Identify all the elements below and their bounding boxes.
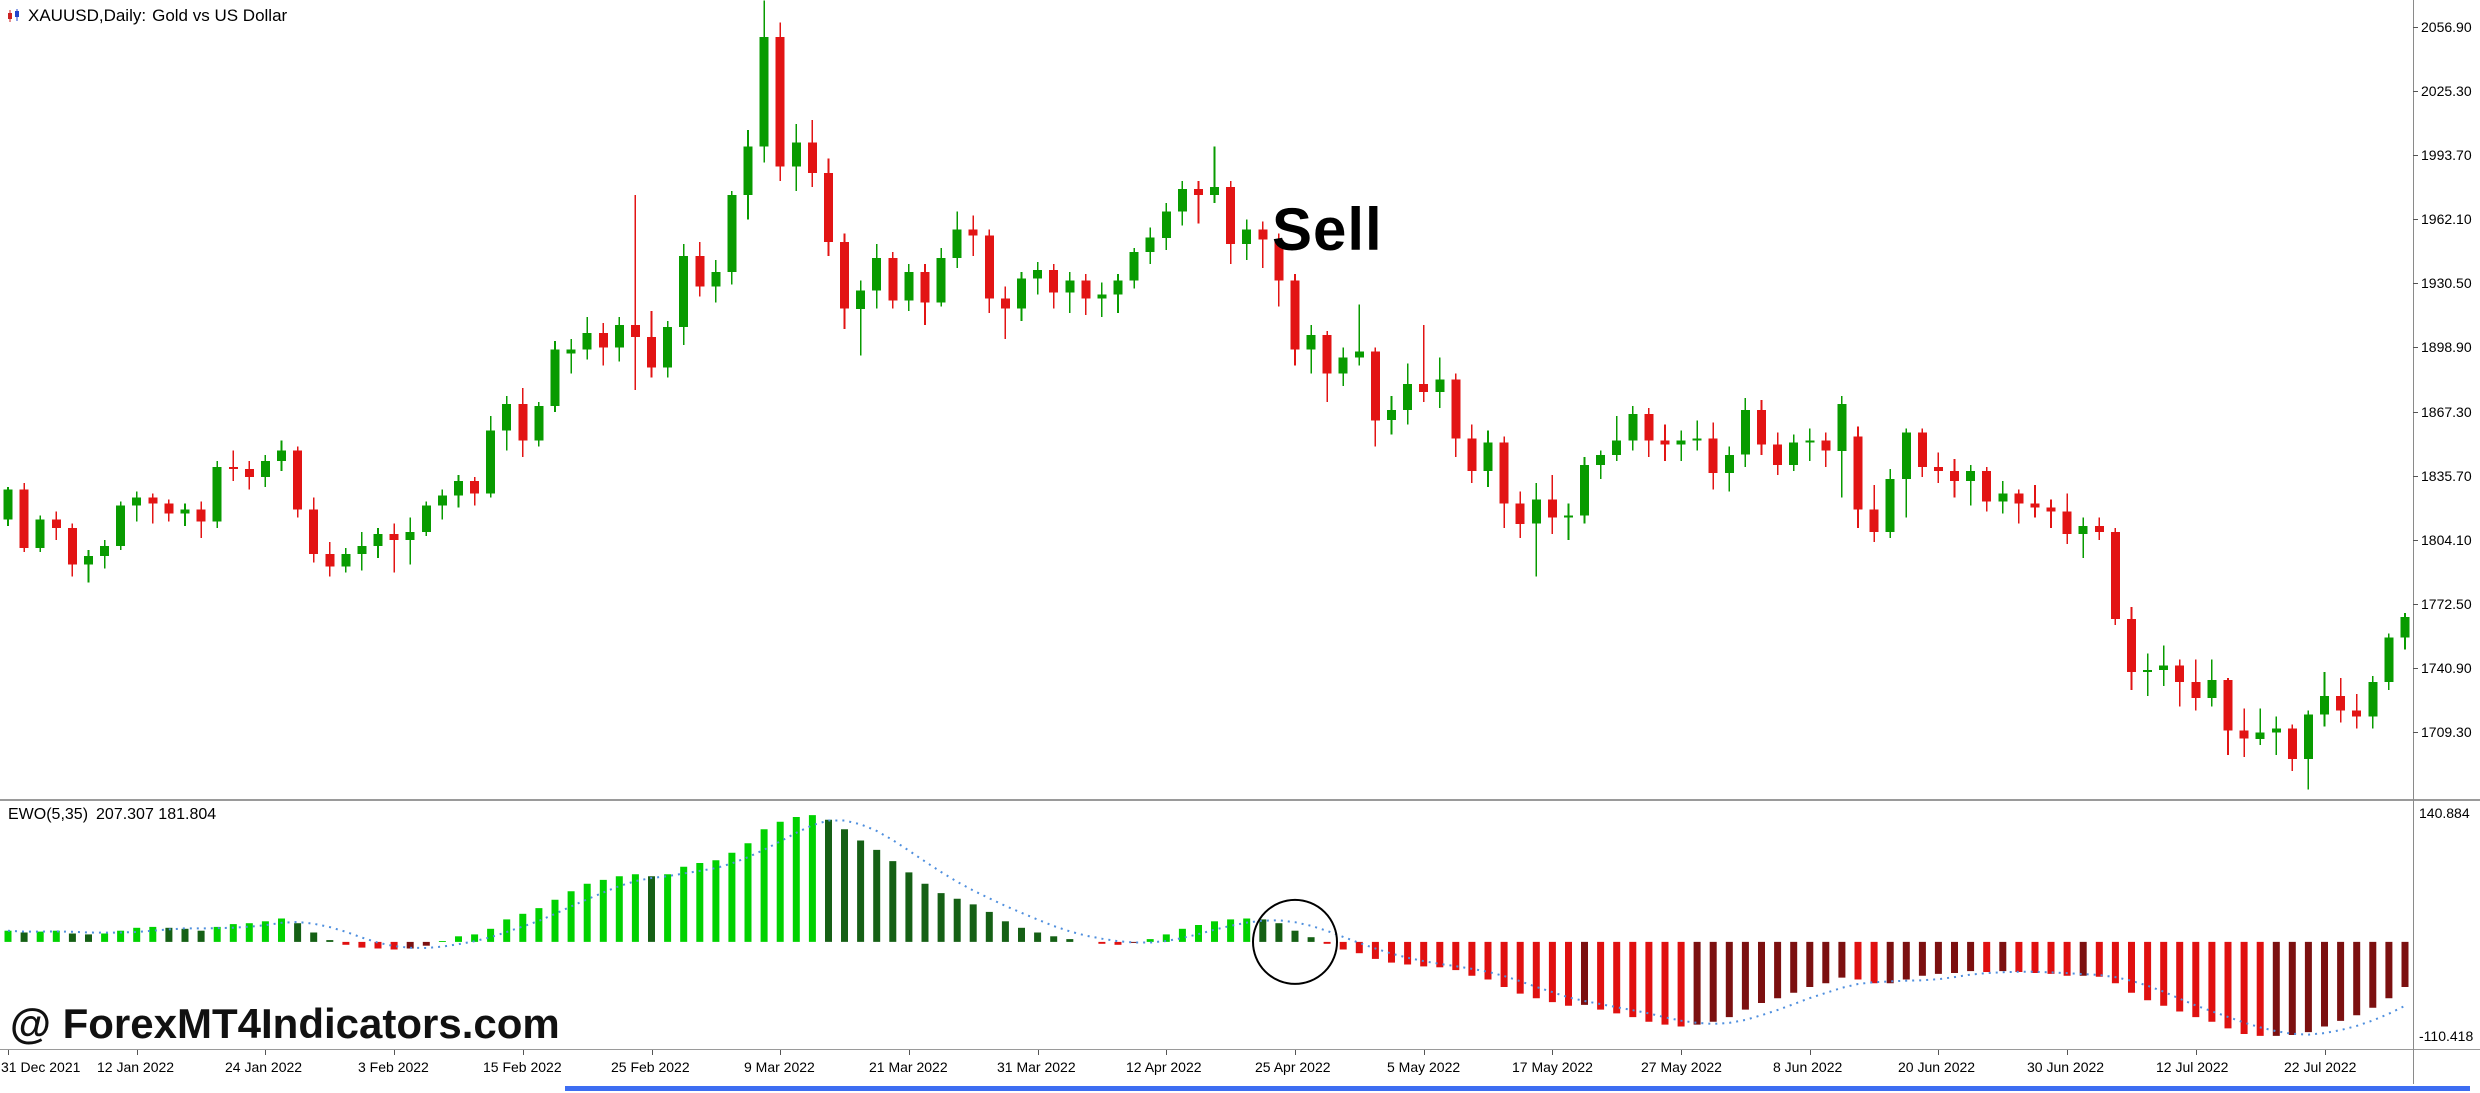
ewo-plot[interactable] — [0, 801, 2413, 1050]
panel-separator[interactable] — [0, 799, 2480, 801]
price-axis-label: 1835.70 — [2421, 468, 2472, 484]
indicator-values: 207.307 181.804 — [96, 806, 217, 823]
indicator-axis-max: 140.884 — [2419, 805, 2470, 821]
date-axis[interactable]: 31 Dec 2021 12 Jan 2022 24 Jan 2022 3 Feb 2… — [0, 1050, 2413, 1084]
date-axis-tick — [1938, 1050, 1939, 1055]
date-axis-tick — [1038, 1050, 1039, 1055]
date-axis-label: 12 Apr 2022 — [1126, 1059, 1202, 1075]
price-axis-label: 2056.90 — [2421, 19, 2472, 35]
price-axis[interactable]: 2056.90 2025.30 1993.70 1962.10 1930.50 1898.… — [2413, 0, 2480, 1084]
date-axis-label: 20 Jun 2022 — [1898, 1059, 1976, 1075]
date-axis-tick — [2067, 1050, 2068, 1055]
date-axis-tick — [1166, 1050, 1167, 1055]
date-axis-label: 12 Jul 2022 — [2156, 1059, 2229, 1075]
price-axis-tick — [2413, 668, 2418, 669]
date-axis-label: 25 Feb 2022 — [611, 1059, 690, 1075]
price-axis-tick — [2413, 476, 2418, 477]
symbol-description: Gold vs US Dollar — [152, 6, 288, 25]
date-axis-label: 8 Jun 2022 — [1773, 1059, 1843, 1075]
date-axis-label: 3 Feb 2022 — [358, 1059, 429, 1075]
price-axis-label: 1804.10 — [2421, 532, 2472, 548]
date-axis-label: 24 Jan 2022 — [225, 1059, 303, 1075]
price-axis-label: 1772.50 — [2421, 596, 2472, 612]
price-axis-tick — [2413, 91, 2418, 92]
price-axis-label: 2025.30 — [2421, 83, 2472, 99]
date-axis-tick — [2196, 1050, 2197, 1055]
date-axis-tick — [8, 1050, 9, 1055]
symbol-name: XAUUSD,Daily: — [28, 6, 147, 25]
ewo-indicator-canvas[interactable] — [0, 801, 2413, 1050]
price-axis-tick — [2413, 347, 2418, 348]
price-axis-label: 1993.70 — [2421, 147, 2472, 163]
date-axis-tick — [2325, 1050, 2326, 1055]
sell-annotation[interactable]: Sell — [1272, 196, 1383, 263]
chart-scrollbar[interactable] — [0, 1084, 2480, 1093]
date-axis-tick — [1810, 1050, 1811, 1055]
date-axis-tick — [1424, 1050, 1425, 1055]
date-axis-tick — [909, 1050, 910, 1055]
price-axis-tick — [2413, 540, 2418, 541]
date-axis-label: 31 Mar 2022 — [997, 1059, 1076, 1075]
symbol-title: XAUUSD,Daily: Gold vs US Dollar — [6, 6, 287, 26]
indicator-label: EWO(5,35) 207.307 181.804 — [8, 806, 216, 824]
date-axis-label: 25 Apr 2022 — [1255, 1059, 1331, 1075]
circle-annotation[interactable] — [1252, 898, 1338, 985]
date-axis-tick — [137, 1050, 138, 1055]
price-axis-label: 1709.30 — [2421, 724, 2472, 740]
chart-scrollbar-thumb[interactable] — [565, 1086, 2470, 1091]
date-axis-tick — [780, 1050, 781, 1055]
price-axis-tick — [2413, 219, 2418, 220]
date-axis-label: 21 Mar 2022 — [869, 1059, 948, 1075]
price-axis-label: 1962.10 — [2421, 211, 2472, 227]
indicator-axis-min: -110.418 — [2419, 1028, 2474, 1044]
watermark: @ ForexMT4Indicators.com — [10, 1000, 560, 1047]
price-axis-tick — [2413, 155, 2418, 156]
price-axis-tick — [2413, 412, 2418, 413]
indicator-name: EWO(5,35) — [8, 806, 89, 823]
price-axis-line — [2413, 0, 2414, 1084]
price-axis-label: 1930.50 — [2421, 275, 2472, 291]
date-axis-tick — [652, 1050, 653, 1055]
date-axis-label: 27 May 2022 — [1641, 1059, 1722, 1075]
price-axis-label: 1898.90 — [2421, 339, 2472, 355]
price-axis-tick — [2413, 604, 2418, 605]
date-axis-label: 30 Jun 2022 — [2027, 1059, 2105, 1075]
date-axis-tick — [1552, 1050, 1553, 1055]
date-axis-tick — [523, 1050, 524, 1055]
price-axis-tick — [2413, 283, 2418, 284]
price-chart-canvas[interactable] — [0, 0, 2413, 799]
date-axis-label: 17 May 2022 — [1512, 1059, 1593, 1075]
date-axis-tick — [394, 1050, 395, 1055]
price-axis-label: 1867.30 — [2421, 404, 2472, 420]
price-axis-tick — [2413, 732, 2418, 733]
date-axis-tick — [1295, 1050, 1296, 1055]
date-axis-label: 15 Feb 2022 — [483, 1059, 562, 1075]
date-axis-separator — [0, 1049, 2480, 1050]
date-axis-label: 9 Mar 2022 — [744, 1059, 815, 1075]
date-axis-label: 5 May 2022 — [1387, 1059, 1461, 1075]
date-axis-label: 31 Dec 2021 — [1, 1059, 81, 1075]
date-axis-tick — [1681, 1050, 1682, 1055]
candlestick-plot[interactable] — [0, 0, 2413, 799]
date-axis-label: 22 Jul 2022 — [2284, 1059, 2357, 1075]
price-axis-label: 1740.90 — [2421, 660, 2472, 676]
chart-icon — [6, 9, 22, 23]
price-axis-tick — [2413, 27, 2418, 28]
date-axis-label: 12 Jan 2022 — [97, 1059, 175, 1075]
date-axis-tick — [265, 1050, 266, 1055]
